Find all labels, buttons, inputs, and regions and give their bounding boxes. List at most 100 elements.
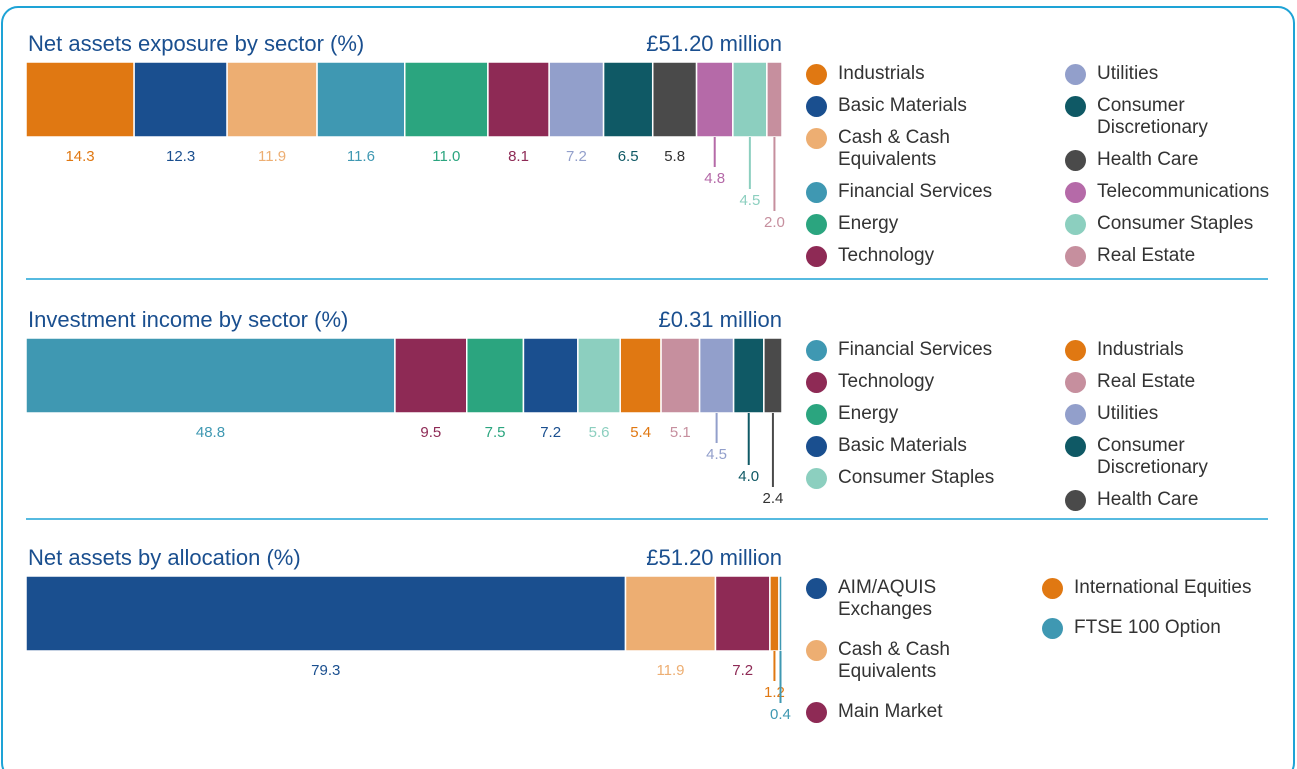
legend-label: Financial Services <box>838 339 993 360</box>
legend-item: International Equities <box>1042 577 1277 599</box>
bar-segment <box>695 61 734 138</box>
data-label: 1.2 <box>764 684 785 701</box>
legend-item: Cash & Cash Equivalents <box>806 127 1036 171</box>
legend-swatch <box>1042 618 1063 639</box>
legend-item: Consumer Discretionary <box>1065 435 1293 479</box>
bar-segment <box>316 61 406 138</box>
legend-item: Cash & Cash Equivalents <box>806 639 966 683</box>
legend-item: Technology <box>806 371 1036 393</box>
legend-label: Cash & Cash Equivalents <box>838 639 950 682</box>
legend-swatch <box>806 436 827 457</box>
legend-label: Consumer Discretionary <box>1097 95 1208 138</box>
chart-subtitle: £51.20 million <box>646 31 782 56</box>
legend-label: Telecommunications <box>1097 181 1270 202</box>
bar-segment <box>766 61 783 138</box>
bar-segment <box>732 337 765 414</box>
legend-label: Industrials <box>1097 339 1184 360</box>
legend-item: Real Estate <box>1065 371 1293 393</box>
data-label: 9.5 <box>420 424 441 441</box>
legend-label: Energy <box>838 213 899 234</box>
data-label: 48.8 <box>196 424 225 441</box>
chart-title: Net assets exposure by sector (%) <box>28 31 364 56</box>
legend-swatch <box>806 246 827 267</box>
bar-segment <box>465 337 525 414</box>
data-label: 4.5 <box>739 192 760 209</box>
legend-label: Real Estate <box>1097 371 1196 392</box>
legend-swatch <box>1065 246 1086 267</box>
bar-segment <box>763 337 783 414</box>
data-label: 11.9 <box>656 662 684 679</box>
legend-column: International Equities FTSE 100 Option <box>1042 577 1277 657</box>
legend-swatch <box>806 128 827 149</box>
legend-swatch <box>806 340 827 361</box>
legend-swatch <box>806 64 827 85</box>
data-label: 5.6 <box>589 424 610 441</box>
legend-swatch <box>806 468 827 489</box>
data-label: 0.4 <box>770 706 791 723</box>
bar-segment <box>25 61 135 138</box>
data-label: 2.0 <box>764 214 785 231</box>
legend-swatch <box>1042 578 1063 599</box>
legend-column: Industrials Basic Materials Cash & Cash Eq… <box>806 63 1036 277</box>
data-label: 4.0 <box>738 468 759 485</box>
bar-segment <box>522 337 579 414</box>
legend-item: Energy <box>806 403 1036 425</box>
data-label: 11.0 <box>432 148 460 165</box>
bar-segment <box>577 337 621 414</box>
legend-item: Main Market <box>806 701 966 723</box>
legend-column: AIM/AQUIS Exchanges Cash & Cash Equivalen… <box>806 577 966 741</box>
bar-segment <box>714 575 771 652</box>
data-label: 5.8 <box>664 148 685 165</box>
legend-item: Basic Materials <box>806 435 1036 457</box>
legend-label: Technology <box>838 245 935 266</box>
legend-item: Financial Services <box>806 339 1036 361</box>
legend-swatch <box>1065 150 1086 171</box>
legend-label: Consumer Staples <box>1097 213 1254 234</box>
legend-label: Energy <box>838 403 899 424</box>
legend-item: Basic Materials <box>806 95 1036 117</box>
legend-swatch <box>1065 214 1086 235</box>
legend-swatch <box>806 404 827 425</box>
data-label: 14.3 <box>65 148 94 165</box>
legend-item: Industrials <box>1065 339 1293 361</box>
bar-segment <box>698 337 735 414</box>
legend-swatch <box>806 372 827 393</box>
legend-item: Health Care <box>1065 149 1293 171</box>
data-label: 4.5 <box>706 446 727 463</box>
chart-subtitle: £51.20 million <box>646 545 782 570</box>
legend-item: Energy <box>806 213 1036 235</box>
frame <box>1 6 1295 769</box>
bar-segment <box>25 337 396 414</box>
legend-item: AIM/AQUIS Exchanges <box>806 577 966 621</box>
legend-item: FTSE 100 Option <box>1042 617 1277 639</box>
legend-column: Industrials Real Estate Utilities Consumer … <box>1065 339 1293 521</box>
legend-column: Financial Services Technology Energy Basic … <box>806 339 1036 499</box>
chart-title: Investment income by sector (%) <box>28 307 348 332</box>
data-label: 12.3 <box>166 148 195 165</box>
legend-label: Consumer Discretionary <box>1097 435 1208 478</box>
legend-swatch <box>1065 490 1086 511</box>
legend-label: International Equities <box>1074 577 1252 598</box>
bar-segment <box>619 337 662 414</box>
bar-segment <box>651 61 698 138</box>
data-label: 2.4 <box>762 490 783 507</box>
legend-swatch <box>806 214 827 235</box>
legend-label: Utilities <box>1097 63 1159 84</box>
legend-item: Consumer Staples <box>1065 213 1293 235</box>
bar-segment <box>404 61 489 138</box>
data-label: 6.5 <box>618 148 639 165</box>
legend-swatch <box>1065 404 1086 425</box>
legend-label: Health Care <box>1097 149 1199 170</box>
data-label: 7.2 <box>732 662 753 679</box>
chart-title: Net assets by allocation (%) <box>28 545 301 570</box>
bar-segment <box>226 61 318 138</box>
bar-segment <box>778 575 783 652</box>
bar-segment <box>769 575 780 652</box>
data-label: 79.3 <box>311 662 340 679</box>
legend-item: Consumer Staples <box>806 467 1036 489</box>
legend-item: Technology <box>806 245 1036 267</box>
legend-label: AIM/AQUIS Exchanges <box>838 577 937 620</box>
legend-label: FTSE 100 Option <box>1074 617 1221 638</box>
